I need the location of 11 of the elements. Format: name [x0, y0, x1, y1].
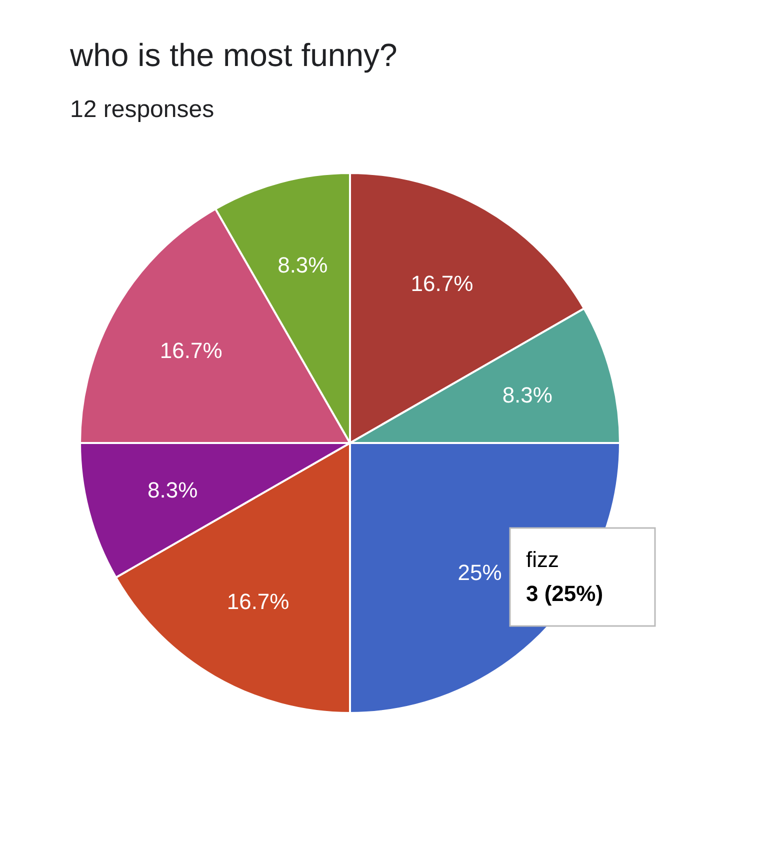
data-label: 16.7% — [226, 588, 290, 614]
data-label: 8.3% — [278, 252, 328, 278]
text: 3 (25%) — [526, 581, 604, 606]
data-label: 25% — [458, 560, 502, 585]
data-label: 8.3% — [502, 382, 552, 408]
data-label: 8.3% — [148, 477, 198, 502]
text: fizz — [526, 547, 559, 572]
chart-subtitle: 12 responses — [70, 96, 214, 123]
data-label: 16.7% — [410, 271, 474, 296]
chart-title: who is the most funny? — [69, 37, 398, 73]
data-label: 16.7% — [160, 338, 222, 364]
